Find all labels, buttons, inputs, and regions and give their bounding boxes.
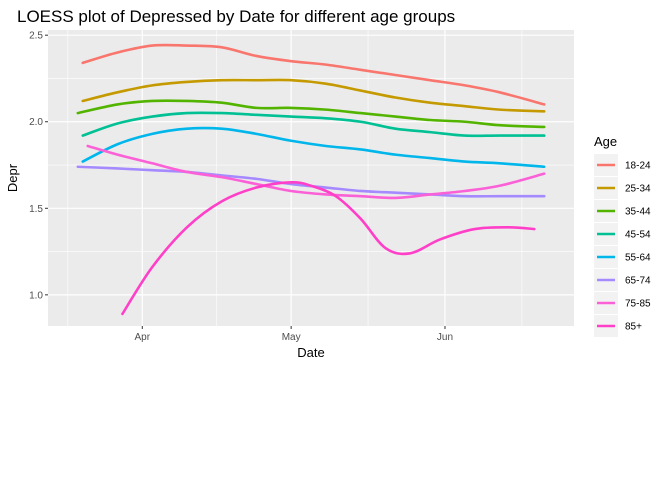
legend-label-65-74: 65-74 <box>625 276 651 287</box>
y-axis-title: Depr <box>5 163 20 192</box>
legend-label-18-24: 18-24 <box>625 161 651 172</box>
series-lines <box>76 43 546 316</box>
legend-title: Age <box>594 134 617 149</box>
legend-label-75-85: 75-85 <box>625 299 651 310</box>
legend-label-85+: 85+ <box>625 322 642 333</box>
legend-label-45-54: 45-54 <box>625 230 651 241</box>
series-line-85+ <box>121 181 536 316</box>
y-tick-label: 2.0 <box>29 117 43 128</box>
y-tick-label: 1.5 <box>29 204 43 215</box>
series-line-75-85 <box>86 144 546 200</box>
x-axis-title: Date <box>297 345 324 360</box>
plot-panel <box>48 30 574 326</box>
x-tick-label: May <box>282 332 301 343</box>
y-tick-label: 2.5 <box>29 31 43 42</box>
legend-label-35-44: 35-44 <box>625 207 651 218</box>
y-axis-ticks: 1.0 1.5 2.0 2.5 <box>29 31 48 301</box>
series-line-35-44 <box>76 99 546 129</box>
x-axis-ticks: Apr May Jun <box>135 326 453 343</box>
major-gridlines <box>48 30 574 326</box>
series-line-25-34 <box>81 78 546 113</box>
x-tick-label: Jun <box>437 332 453 343</box>
series-line-45-54 <box>81 111 546 138</box>
legend-label-55-64: 55-64 <box>625 253 651 264</box>
chart-title: LOESS plot of Depressed by Date for diff… <box>17 7 455 26</box>
series-line-18-24 <box>81 43 546 106</box>
series-line-55-64 <box>81 126 546 169</box>
x-tick-label: Apr <box>135 332 151 343</box>
y-tick-label: 1.0 <box>29 290 43 301</box>
legend: Age 18-24 25-34 35-44 45-54 55-64 65-74 75-85 8… <box>594 134 651 337</box>
legend-label-25-34: 25-34 <box>625 184 651 195</box>
